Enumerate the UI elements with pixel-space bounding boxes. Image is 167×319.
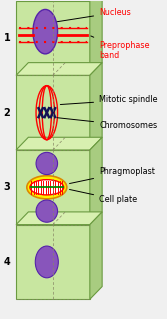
Polygon shape (90, 63, 102, 150)
Text: Cell plate: Cell plate (69, 189, 137, 204)
Text: Preprophase
band: Preprophase band (91, 36, 150, 60)
Bar (16, 1, 90, 75)
Polygon shape (90, 137, 102, 225)
Text: 4: 4 (4, 257, 10, 267)
Text: 1: 1 (4, 33, 10, 43)
Text: Chromosomes: Chromosomes (57, 118, 157, 130)
Text: 2: 2 (4, 108, 10, 118)
Bar (16, 225, 90, 299)
Text: Mitotic spindle: Mitotic spindle (60, 95, 158, 105)
Ellipse shape (33, 10, 58, 54)
Bar (16, 75, 90, 150)
Text: Nucleus: Nucleus (57, 8, 131, 22)
Ellipse shape (36, 200, 58, 222)
Bar (16, 150, 90, 225)
Ellipse shape (27, 176, 67, 199)
Ellipse shape (36, 152, 58, 174)
Polygon shape (90, 212, 102, 299)
Polygon shape (90, 0, 102, 75)
Polygon shape (16, 63, 102, 75)
Ellipse shape (30, 180, 64, 195)
Text: 3: 3 (4, 182, 10, 192)
Ellipse shape (35, 246, 58, 278)
Polygon shape (16, 0, 102, 1)
Polygon shape (16, 137, 102, 150)
Polygon shape (16, 212, 102, 225)
Text: Phragmoplast: Phragmoplast (69, 167, 155, 183)
